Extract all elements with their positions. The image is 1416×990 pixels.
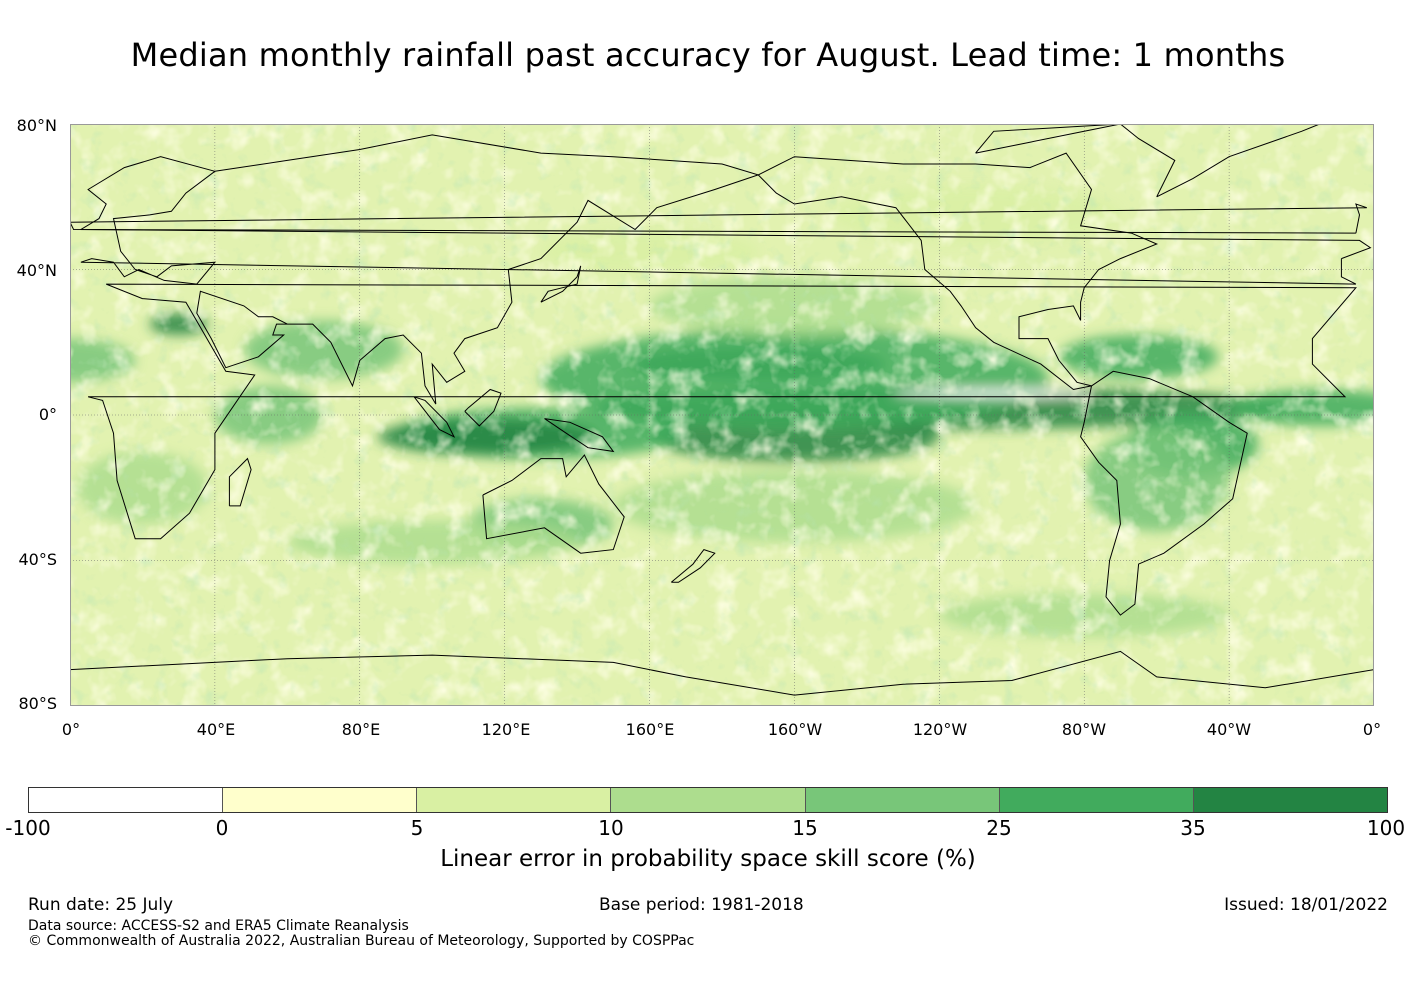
- coastline-antarctica: [70, 650, 1374, 696]
- colorbar-tick: 10: [598, 816, 624, 840]
- lat-label-40n: 40°N: [16, 261, 57, 280]
- coastline-africa: [87, 283, 1357, 540]
- colorbar-segment: [417, 788, 612, 812]
- colorbar-segment: [611, 788, 806, 812]
- lon-label-80w: 80°W: [1061, 720, 1107, 739]
- base-period: Base period: 1981-2018: [599, 895, 804, 915]
- lon-label-120e: 120°E: [481, 720, 531, 739]
- colorbar-segment: [1193, 788, 1387, 812]
- coastline-sumatra: [413, 396, 456, 438]
- data-source: Data source: ACCESS-S2 and ERA5 Climate …: [28, 918, 409, 934]
- colorbar-segment: [999, 788, 1194, 812]
- lon-label-160e: 160°E: [625, 720, 675, 739]
- colorbar-tick: 0: [215, 816, 229, 840]
- lon-label-0-east: 0°: [1362, 720, 1382, 739]
- colorbar-tick: 35: [1180, 816, 1206, 840]
- coastline-new-zealand: [670, 549, 716, 583]
- lon-label-40w: 40°W: [1206, 720, 1252, 739]
- run-date: Run date: 25 July: [28, 895, 174, 915]
- skill-map: [70, 124, 1374, 706]
- lat-label-0: 0°: [38, 405, 57, 424]
- coastline-japan: [540, 265, 582, 303]
- coastline-madagascar: [228, 457, 252, 507]
- coastline-south-america: [1080, 370, 1248, 616]
- lon-label-160w: 160°W: [767, 720, 823, 739]
- coastline-north-america: [757, 152, 1159, 391]
- lon-label-80e: 80°E: [341, 720, 381, 739]
- colorbar-segment: [29, 788, 224, 812]
- colorbar-tick: 15: [792, 816, 818, 840]
- colorbar-tick: 25: [986, 816, 1012, 840]
- issued-date: Issued: 18/01/2022: [1224, 895, 1388, 915]
- lon-label-120w: 120°W: [912, 720, 968, 739]
- lat-label-80s: 80°S: [18, 694, 57, 713]
- coastline-borneo: [464, 388, 502, 427]
- coastline-europe: [79, 156, 1372, 285]
- skill-map-canvas: [70, 124, 1374, 706]
- lon-label-0: 0°: [61, 720, 81, 739]
- colorbar-tick: 5: [410, 816, 424, 840]
- lat-label-40s: 40°S: [18, 550, 57, 569]
- coastline-arctic-islands: [975, 124, 1121, 154]
- colorbar-segment: [805, 788, 1000, 812]
- colorbar-segment: [223, 788, 418, 812]
- lat-label-80n: 80°N: [16, 116, 57, 135]
- coastline-new-guinea: [544, 418, 615, 453]
- coastlines: [70, 124, 1374, 696]
- colorbar-label: Linear error in probability space skill …: [440, 846, 976, 872]
- copyright: © Commonwealth of Australia 2022, Austra…: [28, 933, 695, 949]
- coastline-uk: [70, 203, 1367, 234]
- colorbar-tick: 100: [1366, 816, 1406, 840]
- chart-title: Median monthly rainfall past accuracy fo…: [130, 36, 1286, 74]
- lon-label-40e: 40°E: [196, 720, 236, 739]
- colorbar-tick: -100: [5, 816, 51, 840]
- map-frame: [70, 124, 1374, 706]
- coastline-greenland: [1119, 124, 1320, 198]
- coastline-australia: [482, 454, 625, 554]
- colorbar: [28, 787, 1388, 813]
